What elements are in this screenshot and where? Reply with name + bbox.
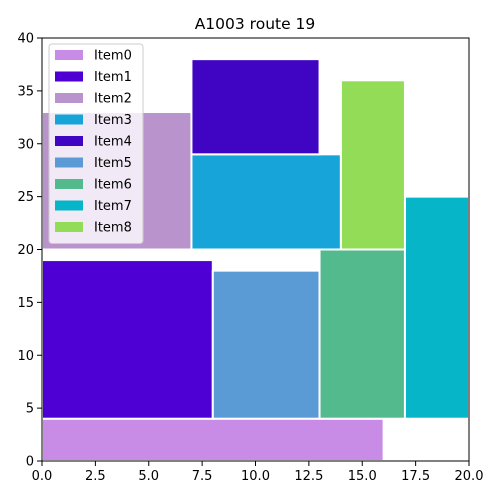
legend-label-item3: Item3	[94, 113, 132, 128]
y-tick-label: 10	[17, 349, 34, 364]
legend-swatch-item8	[55, 222, 83, 232]
legend-swatch-item2	[55, 93, 83, 103]
y-axis: 0 5 10 15 20 25 30 35 40	[17, 32, 42, 470]
legend-swatch-item4	[55, 136, 83, 146]
legend-swatch-item5	[55, 157, 83, 168]
legend-label-item6: Item6	[94, 178, 132, 193]
legend-swatch-item3	[55, 114, 83, 125]
y-tick-label: 5	[26, 402, 34, 417]
bar-item4	[190, 58, 321, 156]
legend-label-item5: Item5	[94, 156, 132, 171]
bar-item8	[339, 79, 406, 251]
y-tick-label: 40	[17, 32, 34, 47]
x-tick-label: 0.0	[32, 469, 53, 484]
bar-item7	[403, 195, 471, 420]
bar-item3	[190, 153, 342, 251]
legend-swatch-item1	[55, 71, 83, 82]
x-tick-label: 17.5	[401, 469, 430, 484]
legend-swatch-item0	[55, 50, 83, 60]
legend-swatch-item6	[55, 179, 83, 189]
legend-label-item0: Item0	[94, 49, 132, 64]
bar-item5	[211, 269, 321, 420]
legend-swatch-item7	[55, 200, 83, 211]
bar-item0	[41, 417, 385, 463]
bar-item6	[318, 248, 406, 420]
x-tick-label: 15.0	[348, 469, 377, 484]
y-tick-label: 25	[17, 190, 34, 205]
x-tick-label: 5.0	[138, 469, 159, 484]
legend-label-item8: Item8	[94, 221, 132, 236]
chart-title: A1003 route 19	[195, 15, 316, 33]
x-tick-label: 7.5	[192, 469, 213, 484]
y-tick-label: 30	[17, 137, 34, 152]
x-tick-label: 12.5	[294, 469, 323, 484]
legend-label-item4: Item4	[94, 135, 132, 150]
x-tick-label: 10.0	[241, 469, 270, 484]
bar-item1	[41, 259, 214, 420]
legend-label-item1: Item1	[94, 70, 132, 85]
y-tick-label: 15	[17, 296, 34, 311]
y-tick-label: 35	[17, 84, 34, 99]
legend-label-item2: Item2	[94, 92, 132, 107]
x-axis: 0.0 2.5 5.0 7.5 10.0 12.5 15.0 17.5 20.0	[32, 461, 484, 484]
y-tick-label: 0	[26, 455, 34, 470]
y-tick-label: 20	[17, 243, 34, 258]
x-tick-label: 20.0	[455, 469, 484, 484]
legend: Item0 Item1 Item2 Item3 Item4 Item5 Item6 Item7…	[48, 43, 144, 244]
legend-label-item7: Item7	[94, 199, 132, 214]
x-tick-label: 2.5	[85, 469, 106, 484]
